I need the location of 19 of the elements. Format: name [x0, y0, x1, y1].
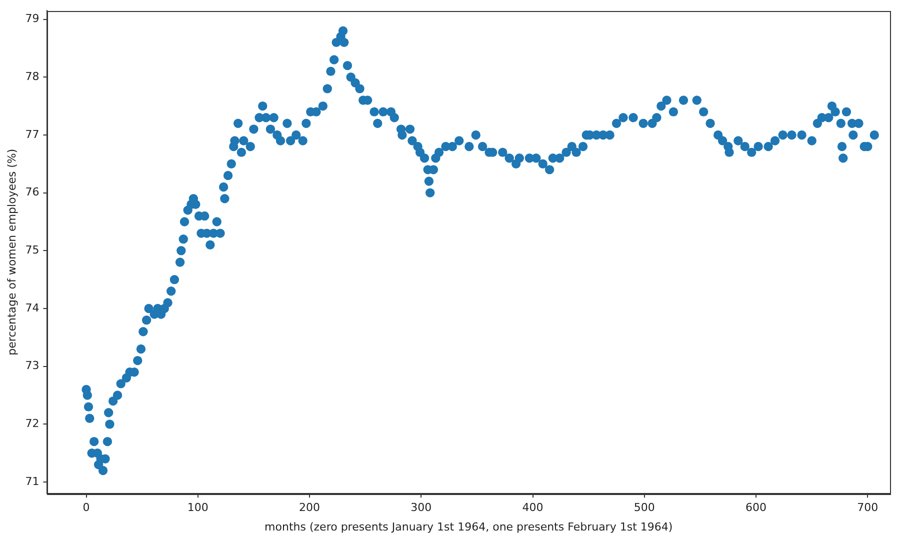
- x-axis-title: months (zero presents January 1st 1964, one presents February 1st 1964): [264, 520, 673, 534]
- x-tick-label: 100: [187, 501, 208, 514]
- y-tick-label: 79: [25, 12, 40, 26]
- y-tick-label: 73: [25, 359, 40, 372]
- x-tick-label: 200: [299, 501, 320, 514]
- y-axis-title: percentage of women employees (%): [5, 148, 18, 356]
- x-tick-label: 300: [410, 501, 432, 514]
- y-tick-label: 76: [25, 186, 40, 199]
- y-tick-label: 72: [25, 417, 40, 430]
- x-tick-label: 0: [82, 501, 90, 514]
- x-tick-label: 400: [522, 501, 544, 514]
- y-tick-label: 75: [25, 244, 40, 257]
- y-tick-label: 78: [25, 70, 40, 83]
- x-tick-label: 700: [857, 501, 878, 514]
- x-tick-label: 500: [634, 501, 655, 514]
- y-tick-label: 77: [25, 128, 40, 141]
- x-tick-label: 600: [746, 501, 767, 514]
- y-tick-label: 71: [25, 474, 40, 488]
- y-tick-label: 74: [25, 301, 40, 314]
